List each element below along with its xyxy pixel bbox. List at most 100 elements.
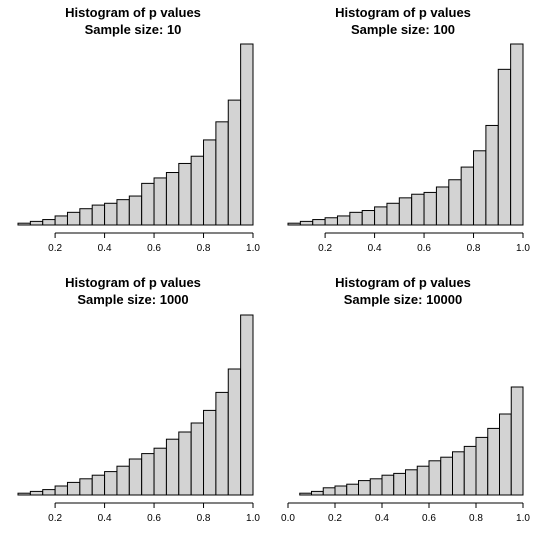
panel-3: Histogram of p values Sample size: 1000 … — [17, 275, 260, 524]
histogram-bar — [452, 451, 465, 496]
histogram-bar — [141, 453, 155, 496]
histogram-bar — [79, 478, 93, 496]
histogram-bar — [510, 386, 524, 496]
panel-title: Histogram of p values — [65, 275, 201, 290]
x-tick-label: 0.6 — [147, 243, 161, 254]
x-tick-label: 0.2 — [318, 243, 332, 254]
panel-title: Histogram of p values — [335, 275, 471, 290]
panel-subtitle: Sample size: 10000 — [344, 292, 463, 307]
histogram-bar — [435, 186, 450, 226]
histogram-bar — [428, 460, 442, 496]
panel-4: Histogram of p values Sample size: 10000… — [281, 275, 530, 524]
histogram-bar — [227, 99, 242, 226]
x-tick-label: 0.8 — [469, 513, 483, 524]
x-tick-label: 0.0 — [281, 513, 295, 524]
x-tick-label: 0.2 — [328, 513, 342, 524]
histogram-bar — [17, 222, 31, 226]
histogram-bar — [485, 124, 499, 226]
histogram-bar — [393, 472, 406, 496]
histogram-bar — [91, 204, 106, 226]
histogram-bar — [104, 471, 118, 496]
panel-title: Histogram of p values — [335, 5, 471, 20]
histogram-bar — [349, 211, 363, 226]
x-tick-label: 1.0 — [516, 513, 530, 524]
histogram-bar — [203, 409, 217, 496]
histogram-bar — [29, 220, 44, 226]
histogram-bar — [369, 478, 383, 496]
x-tick-label: 0.6 — [417, 243, 431, 254]
x-tick-label: 1.0 — [246, 243, 260, 254]
panel-title: Histogram of p values — [65, 5, 201, 20]
histogram-bar — [312, 219, 326, 226]
histogram-bar — [311, 490, 324, 496]
histogram-bar — [499, 413, 512, 496]
histogram-bar — [227, 368, 242, 496]
x-tick-label: 0.8 — [197, 243, 211, 254]
histogram-bar — [128, 195, 143, 226]
panel-2: Histogram of p values Sample size: 100 0… — [287, 5, 530, 254]
histogram-bar — [42, 489, 56, 496]
histogram-bar — [473, 150, 487, 226]
histogram-bar — [358, 480, 371, 496]
histogram-bar — [423, 191, 437, 226]
histogram-bar — [361, 210, 376, 226]
panel-subtitle: Sample size: 1000 — [77, 292, 188, 307]
histogram-bar — [324, 217, 338, 226]
histogram-bar — [215, 391, 229, 496]
histogram-bar — [334, 485, 348, 496]
histogram-bar — [203, 139, 217, 226]
x-tick-label: 0.2 — [48, 513, 62, 524]
histogram-bar — [116, 465, 130, 496]
x-tick-label: 0.4 — [375, 513, 389, 524]
x-tick-label: 1.0 — [516, 243, 530, 254]
histogram-bar — [190, 422, 205, 496]
panel-1: Histogram of p values Sample size: 10 0.… — [17, 5, 260, 254]
histogram-bar — [381, 474, 395, 496]
histogram-bar — [299, 220, 314, 226]
x-tick-label: 0.4 — [368, 243, 382, 254]
histogram-bar — [178, 431, 192, 496]
histogram-bar — [497, 68, 512, 226]
x-tick-label: 0.8 — [467, 243, 481, 254]
x-tick-label: 1.0 — [246, 513, 260, 524]
histogram-bar — [374, 206, 388, 226]
x-tick-label: 0.8 — [197, 513, 211, 524]
histogram-bar — [153, 447, 167, 496]
histogram-bar — [17, 492, 31, 496]
histogram-bar — [336, 215, 351, 226]
histogram-bar — [240, 314, 254, 496]
histogram-bar — [405, 469, 418, 496]
x-tick-label: 0.6 — [422, 513, 436, 524]
histogram-bar — [240, 43, 254, 226]
panel-subtitle: Sample size: 10 — [85, 22, 182, 37]
histogram-bar — [487, 427, 500, 496]
histogram-bar — [463, 445, 477, 496]
histogram-bar — [42, 219, 56, 226]
histogram-bar — [66, 211, 81, 226]
x-tick-label: 0.4 — [98, 243, 112, 254]
panel-subtitle: Sample size: 100 — [351, 22, 455, 37]
histogram-bar — [79, 208, 93, 226]
x-tick-label: 0.2 — [48, 243, 62, 254]
histogram-bar — [54, 485, 68, 496]
histogram-bar — [346, 483, 359, 496]
histogram-bar — [510, 43, 524, 226]
histogram-bar — [386, 202, 400, 226]
histogram-bar — [448, 179, 462, 226]
histogram-bar — [287, 222, 301, 226]
histogram-bar — [141, 182, 155, 226]
x-tick-label: 0.4 — [98, 513, 112, 524]
x-tick-label: 0.6 — [147, 513, 161, 524]
histogram-bar — [116, 199, 130, 226]
histogram-bar — [398, 197, 413, 226]
histogram-bar — [190, 155, 205, 226]
histogram-bar — [416, 465, 430, 496]
histogram-bar — [165, 438, 180, 496]
histogram-bar — [440, 456, 453, 496]
histogram-bar — [104, 202, 118, 226]
histogram-bar — [91, 474, 106, 496]
histogram-bar — [54, 215, 68, 226]
histogram-bar — [322, 487, 336, 496]
histogram-bar — [475, 436, 489, 496]
